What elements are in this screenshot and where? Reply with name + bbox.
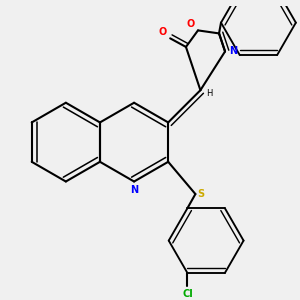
Text: N: N bbox=[229, 46, 237, 56]
Text: N: N bbox=[130, 185, 138, 195]
Text: O: O bbox=[158, 27, 166, 37]
Text: O: O bbox=[186, 19, 194, 29]
Text: Cl: Cl bbox=[182, 289, 193, 299]
Text: S: S bbox=[197, 189, 204, 199]
Text: H: H bbox=[206, 89, 212, 98]
